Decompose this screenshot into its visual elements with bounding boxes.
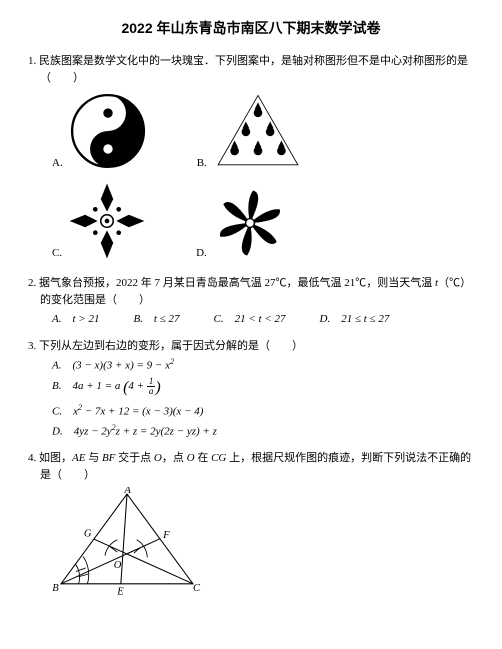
question-3: 3. 下列从左边到右边的变形，属于因式分解的是（ ） A. (3 − x)(3 … [28,338,474,441]
lbl-B: B [52,583,59,594]
lbl-C: C [193,583,201,594]
q1-num: 1. [28,55,36,67]
q2-deg1: ℃ [276,277,287,289]
question-2: 2. 据气象台预报，2022 年 7 月某日青岛最高气温 27℃，最低气温 21… [28,275,474,328]
q2-options: A. t > 21 B. t ≤ 27 C. 21 < t < 27 D. 21… [28,311,474,328]
q3-b-rp: ) [155,379,160,396]
q3-a: A. (3 − x)(3 + x) = 9 − x2 [52,356,474,374]
q3-options: A. (3 − x)(3 + x) = 9 − x2 B. 4a + 1 = a… [28,356,474,440]
q4-t1: 如图， [39,452,72,464]
q3-b-mid: 4 + [128,380,146,392]
lbl-A: A [123,487,131,496]
q2-t4: （ [438,277,449,289]
q2-num: 2. [28,277,36,289]
q2-t2: ，最低气温 21 [287,277,356,289]
q4-figure: A B C E F G O [52,487,474,603]
q1-row2: C. D. [52,182,474,266]
q4-num: 4. [28,452,36,464]
q1-opt-a: A. [52,92,147,176]
q3-c-pre: C. x [52,406,78,418]
q3-num: 3. [28,340,36,352]
q2-stem: 2. 据气象台预报，2022 年 7 月某日青岛最高气温 27℃，最低气温 21… [28,275,474,308]
q4-t2: 与 [85,452,102,464]
q3-c: C. x2 − 7x + 12 = (x − 3)(x − 4) [52,402,474,420]
q4-bf: BF [102,452,115,464]
triangle-pattern-icon [213,92,303,176]
q2-c: C. 21 < t < 27 [214,311,286,328]
q2-t3: ，则当天气温 [366,277,435,289]
lbl-E: E [116,587,124,598]
pinwheel-flower-icon [213,186,287,266]
q1-b-label: B. [197,155,207,172]
question-4: 4. 如图，AE 与 BF 交于点 O，点 O 在 CG 上，根据尺规作图的痕迹… [28,450,474,603]
q3-d-pre: D. 4yz − 2y [52,426,112,438]
cross-flower-icon [68,182,146,266]
question-1: 1. 民族图案是数学文化中的一块瑰宝．下列图案中，是轴对称图形但不是中心对称图形… [28,53,474,265]
q4-cg: CG [211,452,226,464]
q1-opt-b: B. [197,92,303,176]
q1-opt-c: C. [52,182,146,266]
q3-d: D. 4yz − 2y2z + z = 2y(2z − yz) + z [52,422,474,440]
lbl-O: O [114,560,122,571]
q3-text: 下列从左边到右边的变形，属于因式分解的是（ ） [39,340,303,352]
q3-a-sup: 2 [170,357,174,366]
q3-a-pre: A. (3 − x)(3 + x) = 9 − x [52,360,170,372]
q1-text: 民族图案是数学文化中的一块瑰宝．下列图案中，是轴对称图形但不是中心对称图形的是（… [39,55,468,84]
q3-c-mid: − 7x + 12 = (x − 3)(x − 4) [82,406,203,418]
q3-b-pre: B. 4a + 1 = a [52,380,120,392]
q2-b: B. t ≤ 27 [133,311,179,328]
q1-row1: A. B. [52,92,474,176]
page-title: 2022 年山东青岛市南区八下期末数学试卷 [28,18,474,39]
q4-stem: 4. 如图，AE 与 BF 交于点 O，点 O 在 CG 上，根据尺规作图的痕迹… [28,450,474,483]
q4-t5: 在 [195,452,212,464]
q4-t4: ，点 [162,452,187,464]
q3-b: B. 4a + 1 = a (4 + 1a) [52,376,474,400]
lbl-F: F [162,531,170,542]
q2-t1: 据气象台预报，2022 年 7 月某日青岛最高气温 27 [39,277,276,289]
q4-ae: AE [72,452,85,464]
q4-t3: 交于点 [115,452,154,464]
q2-deg2: ℃ [355,277,366,289]
q2-d: D. 21 ≤ t ≤ 27 [320,311,390,328]
q4-o1: O [154,452,162,464]
taiji-icon [69,92,147,176]
q2-deg3: ℃ [449,277,460,289]
q1-opt-d: D. [196,186,287,266]
q1-d-label: D. [196,245,207,262]
q1-stem: 1. 民族图案是数学文化中的一块瑰宝．下列图案中，是轴对称图形但不是中心对称图形… [28,53,474,86]
q1-c-label: C. [52,245,62,262]
q3-stem: 3. 下列从左边到右边的变形，属于因式分解的是（ ） [28,338,474,355]
q4-o2: O [187,452,195,464]
q2-a: A. t > 21 [52,311,99,328]
q1-a-label: A. [52,155,63,172]
q3-d-mid: z + z = 2y(2z − yz) + z [116,426,217,438]
lbl-G: G [84,529,92,540]
